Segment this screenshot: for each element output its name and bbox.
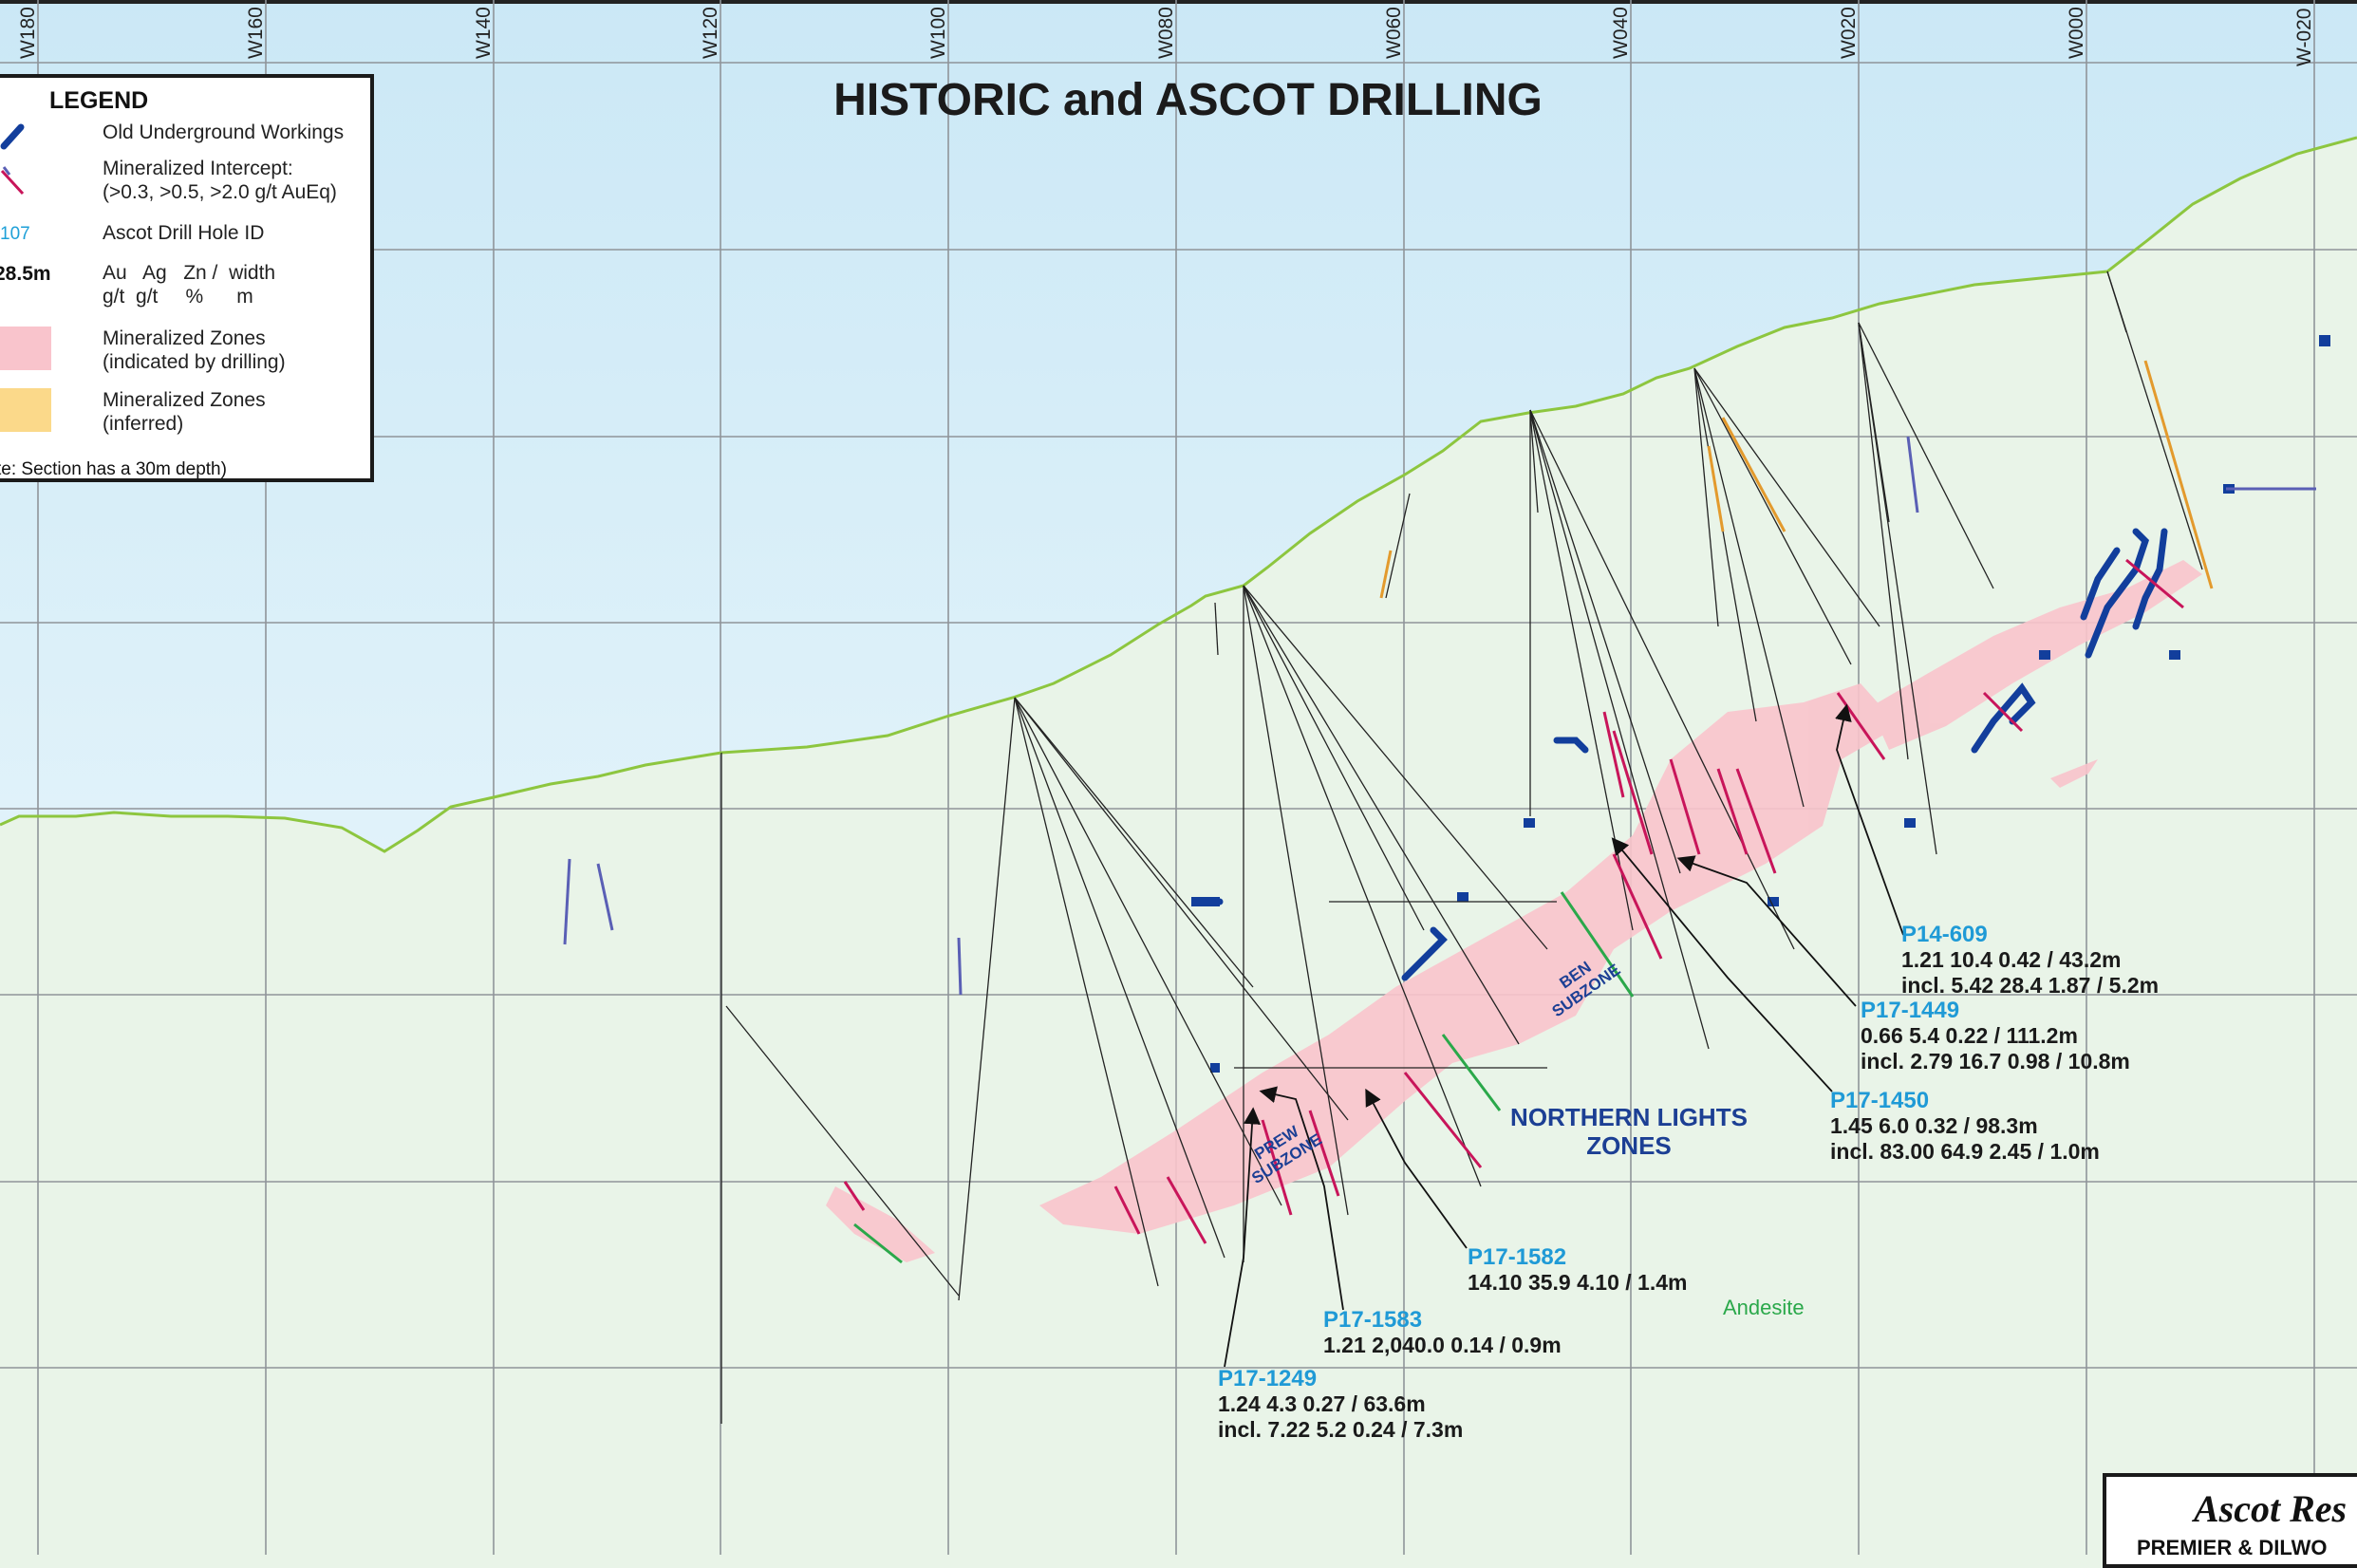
leader-p17-1582: [1365, 1088, 1468, 1249]
legend-swatch-indicated: [0, 327, 51, 370]
grid-labels: W180 W160 W140 W120 W100 W080 W060 W040 …: [17, 7, 2315, 66]
map-title: HISTORIC and ASCOT DRILLING: [833, 75, 1543, 125]
callout-hole-id: P17-1249: [1218, 1366, 1318, 1391]
intercept-icon: [0, 166, 25, 196]
legend-indicated-sub: (indicated by drilling): [103, 351, 286, 373]
top-frame: [0, 0, 2357, 4]
upper-zone: [1870, 560, 2202, 750]
grid-label-w000: W000: [2066, 7, 2087, 59]
callout-p17-1449: P17-1449 0.66 5.4 0.22 / 111.2m incl. 2.…: [1861, 999, 2130, 1074]
legend-assay-header: Au Ag Zn / width: [103, 262, 276, 284]
legend-workings-label: Old Underground Workings: [103, 121, 345, 143]
lens-zone-east: [2050, 759, 2098, 788]
legend-intercept-sub: (>0.3, >0.5, >2.0 g/t AuEq): [103, 181, 337, 203]
callout-p17-1582: P17-1582 14.10 35.9 4.10 / 1.4m: [1468, 1245, 1687, 1296]
company-name: Ascot Res: [2194, 1487, 2348, 1530]
callout-hole-id: P17-1583: [1323, 1307, 1423, 1333]
leader-p17-1583: [1259, 1086, 1344, 1311]
callout-leaders: [1224, 703, 1904, 1368]
callout-p17-1450: P17-1450 1.45 6.0 0.32 / 98.3m incl. 83.…: [1830, 1089, 2100, 1165]
callout-line: incl. 83.00 64.9 2.45 / 1.0m: [1830, 1139, 2100, 1164]
legend-indicated-label: Mineralized Zones: [103, 327, 266, 349]
legend: LEGEND Old Underground Workings Minerali…: [0, 74, 374, 482]
callout-line: 14.10 35.9 4.10 / 1.4m: [1468, 1270, 1688, 1295]
callout-p14-609: P14-609 1.21 10.4 0.42 / 43.2m incl. 5.4…: [1901, 923, 2159, 999]
callout-line: 1.21 2,040.0 0.14 / 0.9m: [1323, 1333, 1562, 1357]
mineralized-intercepts: [563, 360, 2316, 1264]
andesite-label: Andesite: [1723, 1296, 1805, 1319]
legend-assay-units: g/t g/t % m: [103, 286, 253, 308]
mineralized-zones: [826, 560, 2202, 1262]
leader-p17-1249: [1224, 1107, 1262, 1368]
legend-id-sample: 107: [0, 224, 30, 244]
callout-hole-id: P17-1450: [1830, 1088, 1930, 1113]
drill-holes: [720, 271, 2203, 1424]
project-name: PREMIER & DILWO: [2137, 1536, 2328, 1559]
northern-lights-zone: [1039, 683, 1899, 1234]
ground-area: [0, 138, 2357, 1555]
callout-hole-id: P17-1449: [1861, 998, 1960, 1023]
callout-p17-1249: P17-1249 1.24 4.3 0.27 / 63.6m incl. 7.2…: [1218, 1367, 1463, 1443]
grid-label-w020: W020: [1838, 7, 1860, 59]
callout-line: incl. 5.42 28.4 1.87 / 5.2m: [1901, 973, 2160, 998]
callout-line: 1.21 10.4 0.42 / 43.2m: [1901, 947, 2122, 972]
grid-label-w160: W160: [245, 7, 267, 59]
grid-label-w100: W100: [927, 7, 949, 59]
workings-icon: [0, 123, 25, 150]
legend-swatch-inferred: [0, 388, 51, 432]
legend-note: te: Section has a 30m depth): [0, 459, 227, 479]
grid-label-w180: W180: [17, 7, 39, 59]
callout-line: incl. 7.22 5.2 0.24 / 7.3m: [1218, 1417, 1464, 1442]
grid-label-w-020: W-020: [2293, 9, 2315, 66]
callout-hole-id: P14-609: [1901, 922, 1988, 947]
leader-p17-1450: [1611, 837, 1833, 1092]
northern-lights-label-1: NORTHERN LIGHTS: [1510, 1103, 1748, 1131]
legend-inferred-sub: (inferred): [103, 413, 184, 435]
callout-p17-1583: P17-1583 1.21 2,040.0 0.14 / 0.9m: [1323, 1308, 1562, 1358]
legend-id-label: Ascot Drill Hole ID: [103, 222, 265, 244]
leader-p17-1449: [1676, 855, 1857, 1007]
callout-hole-id: P17-1582: [1468, 1244, 1567, 1270]
grid-label-w060: W060: [1383, 7, 1405, 59]
callout-line: incl. 2.79 16.7 0.98 / 10.8m: [1861, 1049, 2130, 1073]
callout-line: 1.45 6.0 0.32 / 98.3m: [1830, 1113, 2038, 1138]
callout-line: 0.66 5.4 0.22 / 111.2m: [1861, 1023, 2078, 1048]
grid-label-w040: W040: [1610, 7, 1632, 59]
lens-zone-west: [826, 1186, 935, 1262]
northern-lights-label-2: ZONES: [1586, 1131, 1672, 1160]
company-title-block: Ascot Res PREMIER & DILWO: [2103, 1473, 2357, 1568]
grid-label-w080: W080: [1155, 7, 1177, 59]
legend-inferred-label: Mineralized Zones: [103, 389, 266, 411]
grid-label-w120: W120: [700, 7, 721, 59]
leader-p14-609: [1835, 703, 1904, 936]
topography-line: [0, 136, 2357, 853]
legend-title: LEGEND: [49, 87, 149, 114]
callout-line: 1.24 4.3 0.27 / 63.6m: [1218, 1391, 1426, 1416]
legend-intercept-label: Mineralized Intercept:: [103, 158, 293, 179]
legend-width-sample: 28.5m: [0, 263, 51, 285]
grid-label-w140: W140: [473, 7, 495, 59]
